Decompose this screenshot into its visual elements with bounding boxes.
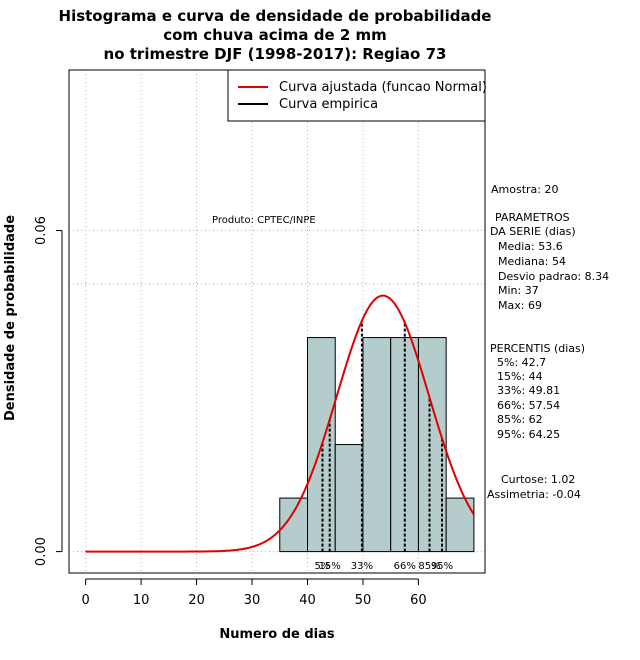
product-annotation: Produto: CPTEC/INPE [212, 215, 316, 226]
x-tick-label: 50 [355, 593, 372, 608]
stat-p33: 33%: 49.81 [497, 384, 560, 397]
y-tick-label: 0.00 [34, 537, 49, 566]
title-line-2: com chuva acima de 2 mm [163, 26, 387, 44]
params-header-2: DA SERIE (dias) [490, 225, 576, 238]
percentile-lines [321, 320, 444, 552]
statistics-panel: Amostra: 20 PARAMETROS DA SERIE (dias) M… [487, 183, 609, 501]
x-tick-label: 0 [81, 593, 89, 608]
y-axis-title: Densidade de probabilidade [3, 215, 18, 421]
x-axis: 0 10 20 30 40 50 60 [81, 578, 427, 608]
stat-kurtosis: Curtose: 1.02 [501, 473, 575, 486]
x-axis-title: Numero de dias [219, 627, 335, 642]
stat-max: Max: 69 [498, 299, 542, 312]
stat-min: Min: 37 [498, 284, 539, 297]
title-line-3: no trimestre DJF (1998-2017): Regiao 73 [104, 45, 447, 63]
stat-p95: 95%: 64.25 [497, 428, 560, 441]
stat-skewness: Assimetria: -0.04 [487, 488, 581, 501]
x-tick-label: 60 [410, 593, 427, 608]
x-tick-label: 10 [133, 593, 150, 608]
percentile-label: 95% [431, 561, 453, 572]
legend: Curva ajustada (funcao Normal) Curva emp… [227, 69, 487, 122]
x-tick-label: 30 [244, 593, 261, 608]
title-line-1: Histograma e curva de densidade de proba… [59, 7, 492, 25]
percentile-label: 15% [319, 561, 341, 572]
histogram-bar [334, 444, 364, 553]
legend-label-empirical: Curva empirica [279, 97, 378, 112]
params-header-1: PARAMETROS [495, 211, 570, 224]
stat-p66: 66%: 57.54 [497, 399, 560, 412]
chart-title: Histograma e curva de densidade de proba… [59, 7, 492, 63]
stat-mean: Media: 53.6 [498, 240, 563, 253]
percentile-label: 66% [394, 561, 416, 572]
percentile-label: 5% [315, 561, 331, 572]
stat-stddev: Desvio padrao: 8.34 [498, 270, 609, 283]
fitted-curve [85, 294, 475, 553]
percentile-labels: 5%15% 33% 66% 85%95% [315, 561, 454, 572]
grid-lines [69, 70, 485, 573]
legend-box [227, 69, 486, 122]
x-tick-label: 20 [188, 593, 205, 608]
stat-median: Mediana: 54 [498, 255, 566, 268]
stat-p5: 5%: 42.7 [497, 356, 546, 369]
stat-p85: 85%: 62 [497, 413, 543, 426]
x-tick-label: 40 [299, 593, 316, 608]
sample-size: Amostra: 20 [491, 183, 558, 196]
y-tick-label: 0.06 [34, 216, 49, 245]
percentile-label: 33% [351, 561, 373, 572]
legend-label-fitted: Curva ajustada (funcao Normal) [279, 80, 487, 95]
fitted-normal-curve [85, 294, 475, 553]
percentiles-header: PERCENTIS (dias) [490, 342, 585, 355]
y-axis: 0.00 0.06 [34, 216, 63, 566]
histogram-bar [362, 337, 392, 553]
stat-p15: 15%: 44 [497, 370, 543, 383]
percentile-label: 85% [418, 561, 440, 572]
